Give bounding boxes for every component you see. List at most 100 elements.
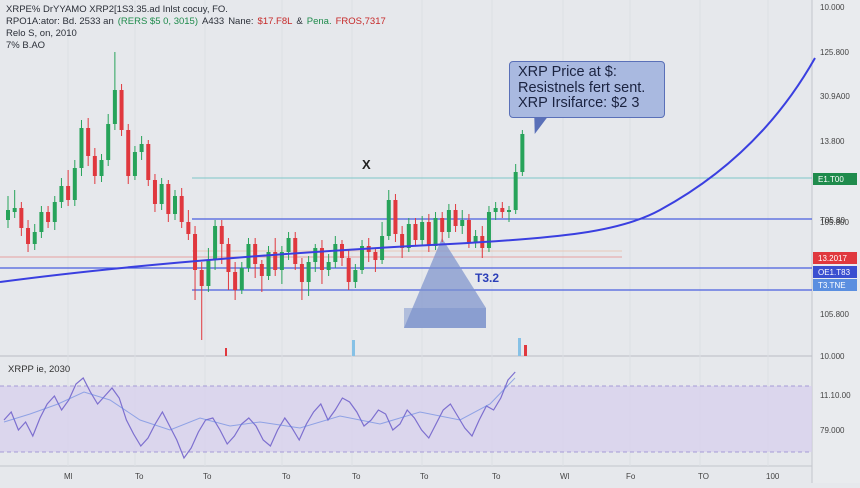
y-tick-label: 10.000: [820, 3, 845, 12]
candle-body: [500, 208, 505, 212]
x-tick-label: To: [492, 472, 501, 481]
candle-body: [239, 268, 244, 290]
candle-body: [440, 218, 445, 232]
x-tick-label: To: [420, 472, 429, 481]
price-tag: [813, 252, 857, 264]
candle-body: [66, 186, 71, 200]
y-tick-label: 30.9A00: [820, 92, 850, 101]
candle-body: [473, 236, 478, 242]
candle-body: [166, 184, 171, 214]
candle-body: [179, 196, 184, 222]
candle-body: [253, 244, 258, 264]
price-callout: XRP Price at $: Resistnels fert sent. XR…: [509, 61, 665, 118]
header-line-4: 7% B.AO: [6, 40, 46, 51]
y-tick-label: 125.800: [820, 48, 849, 57]
candle-body: [360, 246, 365, 270]
volume-bar: [518, 338, 521, 356]
rsi-tick-label: 79.000: [820, 426, 845, 435]
candle-body: [186, 222, 191, 234]
candle-body: [319, 248, 324, 270]
rsi-band: [0, 386, 812, 452]
x-tick-label: To: [282, 472, 291, 481]
rsi-tick-label: 11.10.00: [820, 391, 851, 400]
candle-body: [79, 128, 84, 168]
triangle-label: T3.2: [475, 271, 500, 285]
candle-body: [12, 208, 17, 212]
candle-body: [119, 90, 124, 130]
candle-body: [393, 200, 398, 234]
candle-body: [266, 252, 271, 276]
candle-body: [39, 212, 44, 232]
candle-body: [520, 134, 525, 172]
candle-body: [299, 264, 304, 282]
rsi-label: XRPP ie, 2030: [8, 364, 71, 375]
candle-body: [99, 160, 104, 176]
candle-body: [306, 262, 311, 282]
header-line-2-part: Pena.: [306, 16, 332, 27]
header-line-2-part: A433: [202, 16, 225, 27]
candle-body: [52, 202, 57, 222]
candle-body: [326, 262, 331, 270]
y-tick-label: 13.800: [820, 137, 845, 146]
price-tag-label: OE1.T83: [818, 268, 851, 277]
candle-body: [453, 210, 458, 226]
candle-body: [406, 224, 411, 248]
candle-body: [400, 234, 405, 248]
candle-body: [420, 222, 425, 240]
candle-body: [193, 234, 198, 270]
candle-body: [353, 270, 358, 282]
candle-body: [386, 200, 391, 236]
callout-line-3: XRP Irsifarce: $2 3: [518, 95, 640, 111]
price-tag-label: T05.80: [820, 216, 845, 225]
candle-body: [346, 258, 351, 282]
candle-body: [507, 210, 511, 212]
candle-body: [466, 220, 471, 242]
candle-body: [19, 208, 24, 228]
candle-body: [313, 248, 318, 262]
candle-body: [146, 144, 151, 180]
x-tick-label: Fo: [626, 472, 636, 481]
candle-body: [86, 128, 91, 156]
triangle-base: [404, 308, 486, 328]
candle-body: [106, 124, 111, 160]
volume-bar: [352, 340, 355, 356]
price-tag: [813, 266, 857, 278]
candle-body: [126, 130, 131, 176]
header-line-2-part: &: [296, 16, 303, 27]
x-tick-label: To: [135, 472, 144, 481]
candle-body: [139, 144, 144, 152]
candle-body: [493, 208, 498, 212]
rsi-line: [3, 371, 516, 460]
header-line-3: Relo S, on, 2010: [6, 28, 77, 39]
header-line-2: RPO1A:ator: Bd. 2533 an (RERS $5 0, 3015)…: [6, 16, 390, 28]
x-tick-label: To: [352, 472, 361, 481]
price-tag-label: 13.2017: [818, 254, 847, 263]
header-line-1: XRPE% DrYYAMO XRP2[1S3.35.ad Inlst cocuy…: [6, 4, 390, 16]
header-line-2-part: RPO1A:ator: Bd. 2533 an: [6, 16, 114, 27]
candle-body: [6, 210, 10, 220]
candle-body: [279, 252, 284, 270]
candle-body: [72, 168, 77, 200]
price-tag-label: T3.TNE: [818, 281, 846, 290]
x-tick-label: TO: [698, 472, 709, 481]
y-axis-column: [812, 0, 860, 483]
header-line-1-part: XRPE% DrYYAMO XRP2[1S3.35.ad Inlst cocuy…: [6, 4, 228, 15]
header-line-2-part: FROS,7317: [335, 16, 386, 27]
header-line-2-part: Nane:: [228, 16, 254, 27]
candle-body: [486, 212, 491, 248]
x-marker: X: [362, 157, 371, 172]
candle-body: [513, 172, 518, 210]
candle-body: [273, 252, 278, 270]
candle-body: [426, 222, 431, 246]
candle-body: [46, 212, 51, 222]
volume-bar: [225, 348, 227, 356]
candle-body: [32, 232, 37, 244]
price-tag-label: E1.T00: [818, 175, 844, 184]
volume-bar: [524, 345, 527, 356]
candle-body: [173, 196, 177, 214]
candle-body: [286, 238, 291, 252]
candle-body: [206, 260, 211, 286]
candle-body: [92, 156, 97, 176]
candle-body: [333, 244, 338, 262]
